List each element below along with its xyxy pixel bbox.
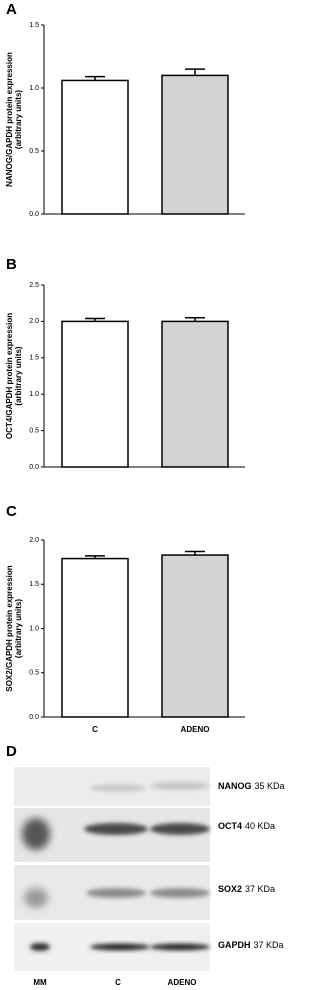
y-tick-label: 1.5 <box>29 581 39 588</box>
molecular-weight: 40 KDa <box>245 821 275 831</box>
y-axis-label: (arbitrary units) <box>14 90 23 149</box>
protein-name: OCT4 <box>218 821 242 831</box>
y-tick-label: 2.0 <box>29 537 39 544</box>
bar <box>61 557 129 718</box>
band-label: NANOG 35 KDa <box>218 781 285 791</box>
bar <box>61 79 129 215</box>
y-tick-label: 1.5 <box>29 22 39 29</box>
y-tick-label: 0.0 <box>29 464 39 471</box>
band-label: OCT4 40 KDa <box>218 821 275 831</box>
y-tick-label: 0.5 <box>29 670 39 677</box>
y-tick-label: 2.0 <box>29 318 39 325</box>
x-tick-label: C <box>92 725 98 734</box>
y-axis-label: NANOG/GAPDH protein expression <box>5 52 14 187</box>
panel-label: A <box>6 1 17 18</box>
bar <box>161 74 229 215</box>
y-axis-label: OCT4/GAPDH protein expression <box>5 313 14 439</box>
y-tick-label: 0.5 <box>29 148 39 155</box>
y-tick-label: 2.5 <box>29 282 39 289</box>
y-tick-label: 0.0 <box>29 714 39 721</box>
lane-label: C <box>115 978 121 987</box>
y-axis-label: SOX2/GAPDH protein expression <box>5 565 14 691</box>
molecular-weight: 37 KDa <box>245 884 275 894</box>
protein-name: GAPDH <box>218 940 251 950</box>
panel-label: D <box>6 743 17 760</box>
y-tick-label: 1.5 <box>29 355 39 362</box>
y-tick-label: 1.0 <box>29 391 39 398</box>
panel-label: C <box>6 503 17 520</box>
y-tick-label: 1.0 <box>29 625 39 632</box>
panel-label: B <box>6 256 17 273</box>
band-label: GAPDH 37 KDa <box>218 940 284 950</box>
lane-label: ADENO <box>168 978 197 987</box>
lane-label: MM <box>33 978 47 987</box>
bar <box>161 320 229 468</box>
molecular-weight: 37 KDa <box>254 940 284 950</box>
x-tick-label: ADENO <box>181 725 210 734</box>
protein-name: NANOG <box>218 781 252 791</box>
band-label: SOX2 37 KDa <box>218 884 275 894</box>
protein-name: SOX2 <box>218 884 242 894</box>
y-tick-label: 1.0 <box>29 85 39 92</box>
y-axis-label: (arbitrary units) <box>14 346 23 405</box>
bar <box>61 320 129 468</box>
blot-image <box>14 767 210 971</box>
y-tick-label: 0.5 <box>29 427 39 434</box>
y-axis-label: (arbitrary units) <box>14 599 23 658</box>
y-tick-label: 0.0 <box>29 211 39 218</box>
bar <box>161 554 229 718</box>
molecular-weight: 35 KDa <box>255 781 285 791</box>
